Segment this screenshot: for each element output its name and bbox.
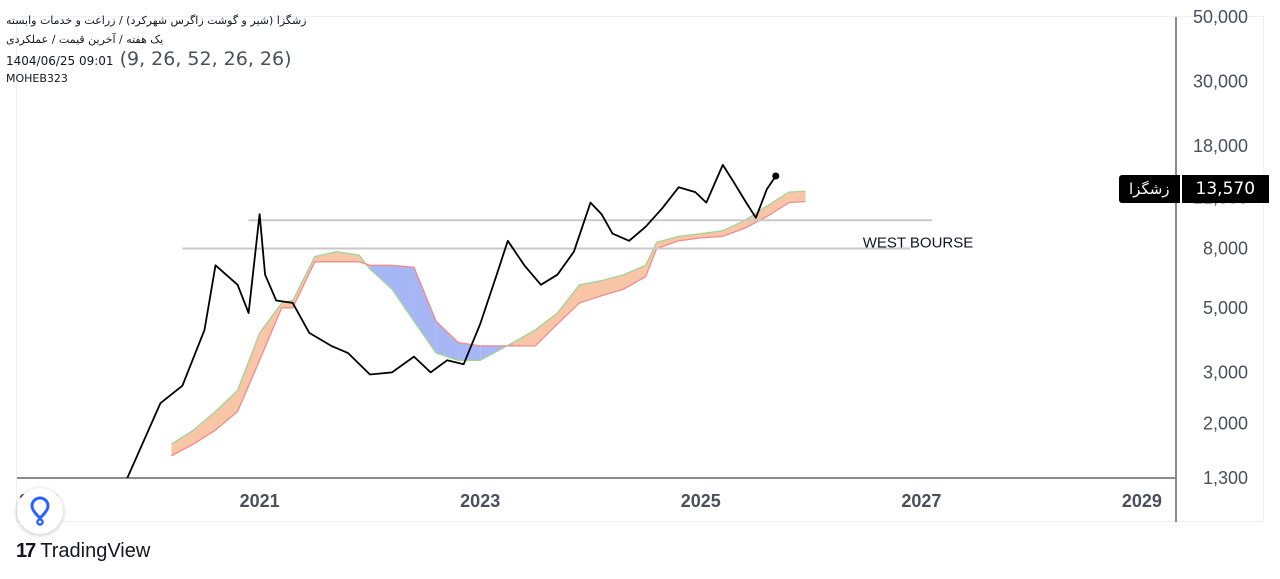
cloud-segment xyxy=(678,233,701,241)
symbol-title: زشگزا (شیر و گوشت زاگرس شهرکرد) / زراعت … xyxy=(6,14,307,27)
chart-legend: زشگزا (شیر و گوشت زاگرس شهرکرد) / زراعت … xyxy=(6,14,307,85)
cloud-segment xyxy=(656,236,679,249)
cloud-segment xyxy=(789,191,806,203)
chart-frame xyxy=(16,16,1264,522)
span-b-line xyxy=(171,200,806,457)
y-tick-label: 8,000 xyxy=(1203,238,1248,258)
price-tag-value: 13,570 xyxy=(1181,175,1270,203)
last-price-dot xyxy=(772,172,780,180)
y-tick-label: 1,300 xyxy=(1203,468,1248,488)
cloud-segment xyxy=(436,321,459,361)
pin-icon xyxy=(30,496,50,526)
y-tick-label: 3,000 xyxy=(1203,362,1248,382)
x-tick-label: 2025 xyxy=(681,491,721,511)
timestamp: 1404/06/25 09:01 xyxy=(6,54,114,68)
y-tick-label: 2,000 xyxy=(1203,414,1248,434)
cloud-segment xyxy=(722,220,745,237)
x-tick-label: 2029 xyxy=(1122,491,1162,511)
price-tag-symbol: زشگزا xyxy=(1119,175,1180,203)
last-price-tag: زشگزا 13,570 xyxy=(1119,175,1270,203)
y-tick-label: 5,000 xyxy=(1203,298,1248,318)
cloud-segment xyxy=(193,411,216,445)
cloud-segment xyxy=(557,284,580,324)
tradingview-mark-icon: 17 xyxy=(16,540,36,562)
span-a-line xyxy=(171,190,806,445)
cloud-segment xyxy=(391,265,415,322)
y-tick-label: 30,000 xyxy=(1193,72,1248,92)
cloud-segment xyxy=(513,329,536,346)
tradingview-logo[interactable]: 17 TradingView xyxy=(16,540,150,563)
cloud-segment xyxy=(535,313,558,346)
tradingview-wordmark: TradingView xyxy=(40,540,151,562)
period-price-label: یک هفته / آخرین قیمت / عملکردی xyxy=(6,33,164,46)
cloud-segment xyxy=(623,265,646,290)
y-tick-label: 18,000 xyxy=(1193,136,1248,156)
indicator-params: (9, 26, 52, 26, 26) xyxy=(119,48,292,70)
y-tick-label: 50,000 xyxy=(1193,7,1248,27)
author-name: MOHEB323 xyxy=(6,72,68,85)
price-line xyxy=(126,163,777,479)
cloud-segment xyxy=(314,251,337,262)
cloud-segment xyxy=(766,192,789,217)
cloud-segment xyxy=(237,332,260,412)
pin-button[interactable] xyxy=(17,488,63,534)
cloud-segment xyxy=(215,390,238,431)
cloud-segment xyxy=(414,267,437,353)
cloud-segment xyxy=(369,265,392,290)
west-bourse-label: WEST BOURSE xyxy=(863,234,974,251)
legend-row: 1404/06/25 09:01 (9, 26, 52, 26, 26) xyxy=(6,48,307,70)
cloud-segment xyxy=(171,430,194,456)
x-tick-label: 2021 xyxy=(240,491,280,511)
x-tick-label: 2027 xyxy=(901,491,941,511)
cloud-segment xyxy=(700,230,723,238)
x-tick-label: 2023 xyxy=(460,491,500,511)
